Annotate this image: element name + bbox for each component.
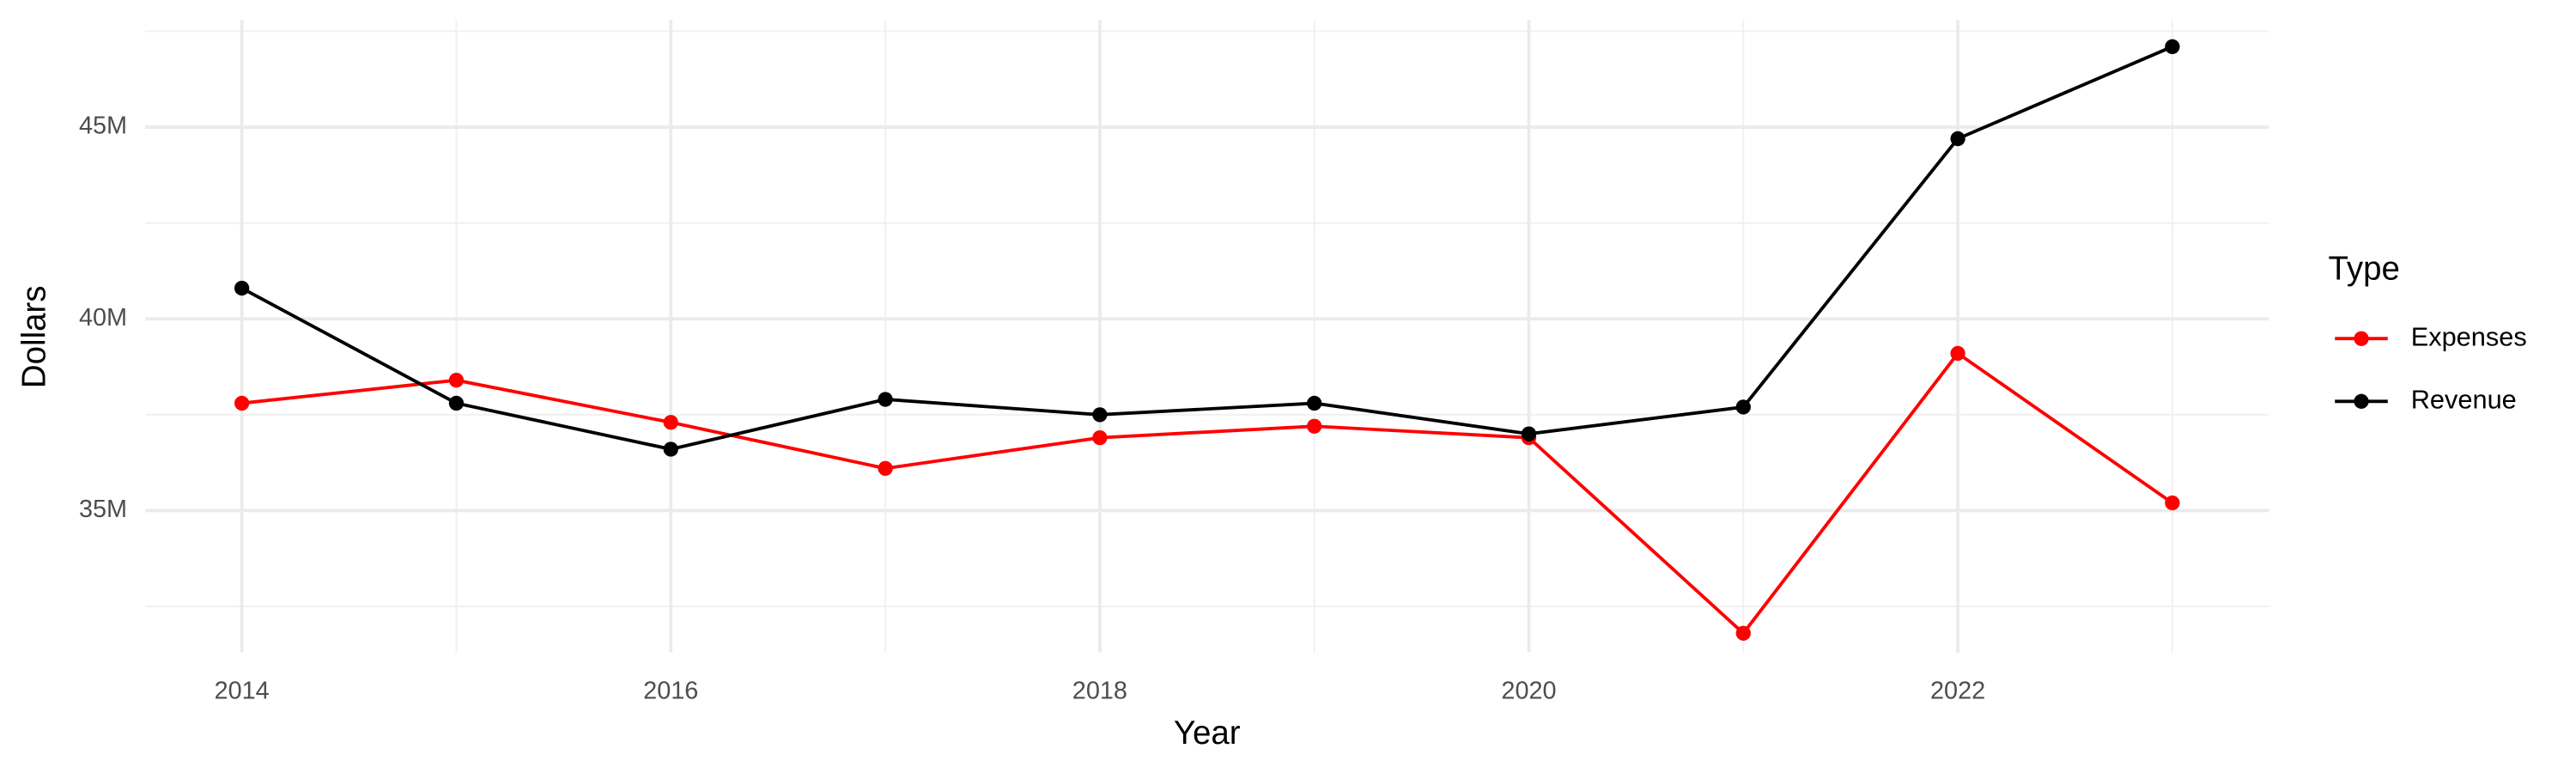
data-point — [1950, 131, 1965, 147]
data-point — [1521, 426, 1537, 441]
data-point — [1092, 407, 1108, 423]
legend-swatch-point — [2354, 331, 2369, 346]
data-point — [878, 392, 893, 407]
series-line — [241, 350, 2174, 636]
data-point — [1735, 625, 1751, 641]
data-point — [234, 395, 250, 411]
data-point — [663, 441, 678, 457]
data-point — [448, 395, 465, 411]
data-point — [1950, 345, 1965, 362]
x-axis-title: Year — [1174, 715, 1241, 752]
y-tick-label: 45M — [79, 113, 127, 140]
data-point — [663, 415, 678, 430]
y-tick-label: 40M — [79, 304, 127, 332]
legend-label: Expenses — [2411, 321, 2527, 351]
data-point — [2165, 495, 2180, 511]
data-point — [1307, 395, 1322, 411]
x-tick-label: 2018 — [1072, 677, 1127, 704]
y-axis-title: Dollars — [15, 285, 52, 388]
legend-label: Revenue — [2411, 384, 2517, 414]
data-point — [1092, 429, 1108, 446]
legend-title: Type — [2329, 251, 2400, 288]
data-point — [448, 373, 465, 388]
data-point — [234, 280, 250, 296]
data-point — [1307, 418, 1322, 434]
data-point — [878, 460, 893, 477]
data-point — [2165, 39, 2180, 54]
x-tick-label: 2022 — [1930, 677, 1985, 704]
legend-swatch-point — [2354, 393, 2369, 409]
y-tick-label: 35M — [79, 496, 127, 523]
x-tick-label: 2014 — [215, 677, 270, 704]
x-tick-label: 2016 — [643, 677, 698, 704]
x-tick-label: 2020 — [1501, 677, 1556, 704]
series-line — [240, 45, 2173, 452]
data-point — [1735, 399, 1751, 415]
